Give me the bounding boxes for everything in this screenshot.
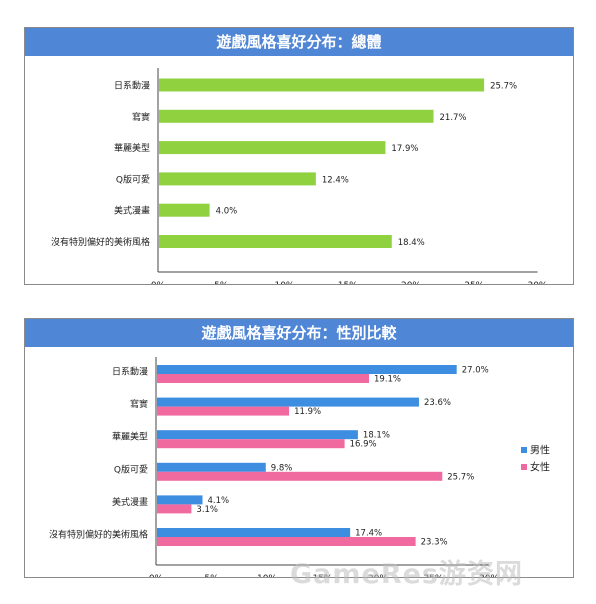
- legend-swatch-female: [521, 464, 527, 470]
- male-bar: [157, 397, 419, 407]
- female-bar: [157, 471, 443, 481]
- gender-category-label: 美式漫畫: [112, 496, 148, 508]
- female-data-label: 16.9%: [350, 440, 377, 450]
- overall-tick-label: 5%: [214, 281, 229, 284]
- gender-chart-title: 遊戲風格喜好分布：性別比較: [25, 319, 573, 347]
- male-data-label: 23.6%: [424, 398, 451, 408]
- overall-data-label: 25.7%: [490, 82, 517, 92]
- overall-bar: [159, 109, 434, 123]
- gender-category-label: 日系動漫: [112, 366, 148, 378]
- male-bar: [157, 430, 358, 440]
- female-data-label: 11.9%: [294, 407, 321, 417]
- male-bar: [157, 528, 351, 537]
- male-data-label: 18.1%: [363, 431, 390, 441]
- female-data-label: 19.1%: [374, 375, 401, 385]
- overall-bar: [159, 78, 485, 92]
- overall-chart-panel: 遊戲風格喜好分布：總體 日系動漫 25.7% 寫實 21.7% 華麗美型 17.9% Q版可…: [24, 27, 574, 285]
- gender-chart-panel: 遊戲風格喜好分布：性別比較 日系動漫 27.0% 19.1% 寫實 23.6% 11.9%…: [24, 318, 574, 578]
- gender-tick-label: 10%: [257, 574, 277, 577]
- male-data-label: 17.4%: [355, 529, 382, 539]
- gender-tick-label: 25%: [423, 574, 443, 577]
- gender-category-label: Q版可愛: [114, 463, 148, 475]
- overall-bar: [159, 235, 392, 248]
- watermark-logo: GameRes游资网: [290, 559, 524, 590]
- gender-tick-label: 0%: [149, 574, 164, 577]
- overall-category-label: 寫實: [132, 111, 150, 123]
- overall-category-label: 美式漫畫: [114, 205, 150, 217]
- male-bar: [157, 495, 203, 505]
- overall-category-label: 沒有特別偏好的美術風格: [51, 236, 150, 248]
- male-bar: [157, 365, 457, 374]
- overall-chart-title: 遊戲風格喜好分布：總體: [25, 28, 573, 56]
- male-data-label: 27.0%: [462, 366, 489, 376]
- overall-tick-label: 0%: [151, 281, 166, 284]
- gender-category-label: 沒有特別偏好的美術風格: [49, 529, 148, 541]
- overall-bar: [159, 172, 316, 186]
- female-data-label: 25.7%: [447, 472, 474, 482]
- overall-tick-label: 15%: [338, 281, 358, 284]
- male-data-label: 4.1%: [208, 496, 230, 506]
- overall-data-label: 4.0%: [216, 207, 238, 217]
- gender-tick-label: 20%: [368, 574, 388, 577]
- overall-tick-label: 30%: [527, 281, 547, 284]
- gender-category-label: 華麗美型: [112, 431, 148, 443]
- overall-data-label: 18.4%: [398, 238, 425, 248]
- female-data-label: 23.3%: [421, 538, 448, 548]
- overall-data-label: 17.9%: [391, 144, 418, 154]
- legend-swatch-male: [521, 447, 527, 453]
- overall-tick-label: 20%: [401, 281, 421, 284]
- female-bar: [157, 439, 345, 449]
- overall-category-label: 華麗美型: [114, 142, 150, 154]
- male-bar: [157, 462, 266, 472]
- female-bar: [157, 504, 192, 514]
- legend-label-male: 男性: [530, 444, 550, 457]
- gender-tick-label: 30%: [479, 574, 499, 577]
- overall-bar: [159, 141, 386, 155]
- gender-category-label: 寫實: [130, 398, 148, 410]
- female-bar: [157, 374, 370, 383]
- gender-tick-label: 15%: [312, 574, 332, 577]
- overall-tick-label: 25%: [464, 281, 484, 284]
- overall-data-label: 21.7%: [440, 113, 467, 123]
- legend-label-female: 女性: [530, 461, 550, 474]
- overall-data-label: 12.4%: [322, 175, 349, 185]
- overall-chart: 日系動漫 25.7% 寫實 21.7% 華麗美型 17.9% Q版可愛 12.4% 美式漫畫 4.…: [51, 68, 548, 284]
- female-data-label: 3.1%: [196, 505, 218, 515]
- overall-category-label: 日系動漫: [114, 80, 150, 92]
- male-data-label: 9.8%: [271, 463, 293, 473]
- female-bar: [157, 537, 416, 546]
- overall-bar: [159, 203, 210, 217]
- female-bar: [157, 406, 290, 416]
- overall-tick-label: 10%: [274, 281, 294, 284]
- gender-chart: 日系動漫 27.0% 19.1% 寫實 23.6% 11.9% 華麗美型 18.1%16.9%…: [49, 357, 550, 577]
- gender-tick-label: 5%: [204, 574, 219, 577]
- overall-category-label: Q版可愛: [116, 173, 150, 185]
